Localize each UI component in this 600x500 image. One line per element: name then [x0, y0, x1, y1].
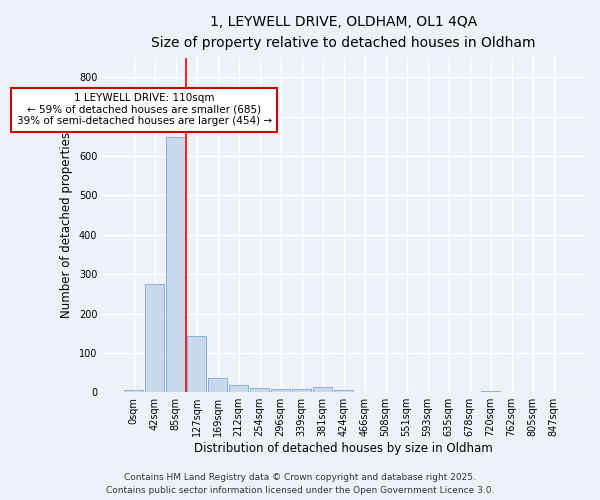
Bar: [187, 336, 206, 392]
Bar: [166, 137, 185, 392]
Bar: [250, 388, 269, 392]
Bar: [313, 388, 332, 392]
Bar: [481, 390, 500, 392]
Bar: [229, 385, 248, 392]
Title: 1, LEYWELL DRIVE, OLDHAM, OL1 4QA
Size of property relative to detached houses i: 1, LEYWELL DRIVE, OLDHAM, OL1 4QA Size o…: [151, 15, 536, 50]
Bar: [334, 390, 353, 392]
Bar: [271, 389, 290, 392]
Bar: [292, 390, 311, 392]
X-axis label: Distribution of detached houses by size in Oldham: Distribution of detached houses by size …: [194, 442, 493, 455]
Bar: [208, 378, 227, 392]
Bar: [145, 284, 164, 392]
Text: 1 LEYWELL DRIVE: 110sqm
← 59% of detached houses are smaller (685)
39% of semi-d: 1 LEYWELL DRIVE: 110sqm ← 59% of detache…: [17, 93, 272, 126]
Y-axis label: Number of detached properties: Number of detached properties: [60, 132, 73, 318]
Text: Contains HM Land Registry data © Crown copyright and database right 2025.
Contai: Contains HM Land Registry data © Crown c…: [106, 474, 494, 495]
Bar: [124, 390, 143, 392]
